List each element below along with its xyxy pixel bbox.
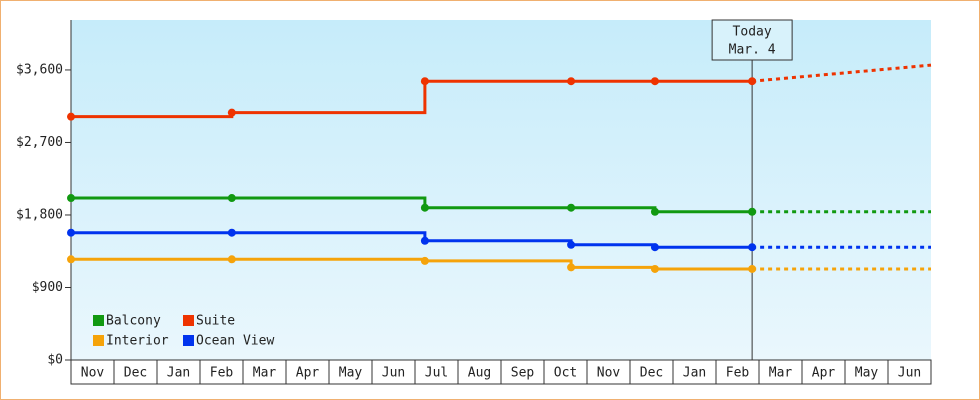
point xyxy=(420,236,429,245)
x-tick-label: Mar xyxy=(253,366,277,381)
x-tick-label: Mar xyxy=(769,366,793,381)
legend-swatch xyxy=(93,335,104,346)
x-tick-label: May xyxy=(339,366,363,381)
legend-label: Suite xyxy=(196,314,235,329)
y-tick-label: $900 xyxy=(32,280,63,295)
point xyxy=(227,255,236,264)
point xyxy=(67,228,75,237)
point xyxy=(650,207,659,216)
plot-area xyxy=(71,20,931,360)
point xyxy=(227,108,236,117)
x-tick-label: Dec xyxy=(124,366,147,381)
point xyxy=(650,243,659,252)
x-tick-label: May xyxy=(855,366,879,381)
y-tick-label: $3,600 xyxy=(16,62,63,77)
y-tick-label: $0 xyxy=(47,353,63,368)
legend-label: Ocean View xyxy=(196,334,274,349)
point xyxy=(227,228,236,237)
legend-swatch xyxy=(183,335,194,346)
x-tick-label: Apr xyxy=(812,366,836,381)
x-tick-label: Feb xyxy=(726,366,750,381)
point xyxy=(567,240,576,249)
point xyxy=(420,77,429,86)
x-tick-label: Nov xyxy=(597,366,621,381)
x-tick-label: Jun xyxy=(382,366,405,381)
x-tick-label: Feb xyxy=(210,366,234,381)
point xyxy=(748,207,757,216)
x-tick-label: Sep xyxy=(511,366,535,381)
point xyxy=(420,203,429,212)
point xyxy=(567,263,576,272)
point xyxy=(650,77,659,86)
y-tick-label: $1,800 xyxy=(16,207,63,222)
point xyxy=(650,264,659,273)
legend-label: Balcony xyxy=(106,314,161,329)
point xyxy=(748,77,757,86)
point xyxy=(67,112,75,121)
x-tick-label: Aug xyxy=(468,366,491,381)
point xyxy=(567,203,576,212)
today-label: Today xyxy=(733,25,772,40)
today-box xyxy=(711,19,793,61)
x-tick-label: Jun xyxy=(898,366,921,381)
point xyxy=(67,194,75,203)
point xyxy=(67,255,75,264)
legend-label: Interior xyxy=(106,334,169,349)
x-tick-label: Dec xyxy=(640,366,663,381)
x-tick-label: Oct xyxy=(554,366,577,381)
x-tick-label: Jan xyxy=(167,366,190,381)
y-tick-label: $2,700 xyxy=(16,135,63,150)
today-date: Mar. 4 xyxy=(729,43,776,58)
x-tick-label: Jul xyxy=(425,366,448,381)
x-tick-label: Apr xyxy=(296,366,320,381)
x-tick-label: Jan xyxy=(683,366,706,381)
forecast-line xyxy=(751,63,932,83)
x-tick-label: Nov xyxy=(81,366,105,381)
point xyxy=(748,243,757,252)
legend-swatch xyxy=(183,315,194,326)
point xyxy=(227,194,236,203)
point xyxy=(567,77,576,86)
point xyxy=(748,264,757,273)
legend-swatch xyxy=(93,315,104,326)
point xyxy=(420,256,429,265)
